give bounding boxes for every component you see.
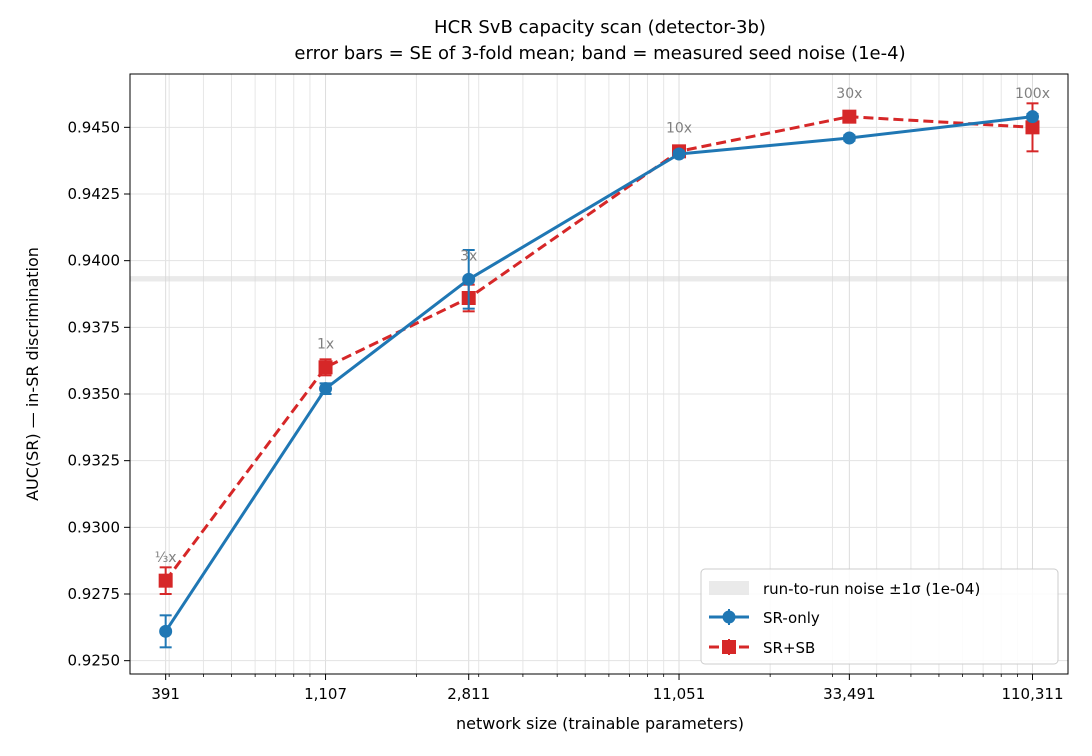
y-tick-label: 0.9275 [68,585,121,603]
x-tick-label: 391 [151,685,180,703]
annotation-label: 100x [1015,86,1050,102]
series-line [164,115,1033,633]
x-axis-label: network size (trainable parameters) [456,714,744,733]
legend-noise-label: run-to-run noise ±1σ (1e-04) [763,580,980,598]
series-line [164,115,1033,582]
legend-marker [722,640,736,654]
data-point [672,147,686,161]
y-tick-label: 0.9450 [68,118,121,136]
y-tick-label: 0.9350 [68,385,121,403]
series-sr-only [159,110,1039,649]
x-tick-label: 33,491 [823,685,876,703]
x-tick-label: 1,107 [304,685,347,703]
y-tick-label: 0.9425 [68,185,121,203]
annotations: ⅓x 1x 3x 10x 30x 100x [155,86,1050,566]
data-point [842,109,857,124]
legend: run-to-run noise ±1σ (1e-04) SR-only SR+SB [700,568,1059,665]
y-axis-label: AUC(SR) — in-SR discrimination [23,247,42,501]
data-point [462,272,476,286]
noise-band [130,276,1068,282]
chart-subtitle: error bars = SE of 3-fold mean; band = m… [294,43,905,64]
plot-frame [129,73,1069,675]
legend-box [700,568,1059,665]
y-tick-label: 0.9375 [68,318,121,336]
axes: 391 1,107 2,811 11,051 33,491 110,311 0.9250 0.… [68,118,1064,703]
data-point [1025,110,1039,124]
noise-band-layer [130,276,1068,282]
data-point [1025,120,1040,135]
data-point [318,360,333,375]
legend-marker [722,610,736,624]
data-point [319,382,333,396]
data-point [158,573,173,588]
y-tick-label: 0.9250 [68,652,121,670]
x-tick-label: 2,811 [447,685,490,703]
data-point [842,131,856,145]
annotation-label: 10x [666,121,692,137]
annotation-label: 3x [460,249,477,265]
legend-series-label: SR+SB [763,639,815,657]
annotation-label: ⅓x [155,550,177,566]
y-tick-label: 0.9300 [68,518,121,536]
y-tick-label: 0.9325 [68,452,121,470]
x-tick-label: 110,311 [1001,685,1063,703]
series-layer [158,102,1040,649]
data-point [159,624,173,638]
y-tick-label: 0.9400 [68,252,121,270]
legend-series-label: SR-only [763,609,820,627]
annotation-label: 1x [317,337,334,353]
chart-title: HCR SvB capacity scan (detector-3b) [434,17,766,38]
x-tick-label: 11,051 [653,685,706,703]
annotation-label: 30x [836,86,862,102]
legend-noise-swatch [709,581,749,595]
